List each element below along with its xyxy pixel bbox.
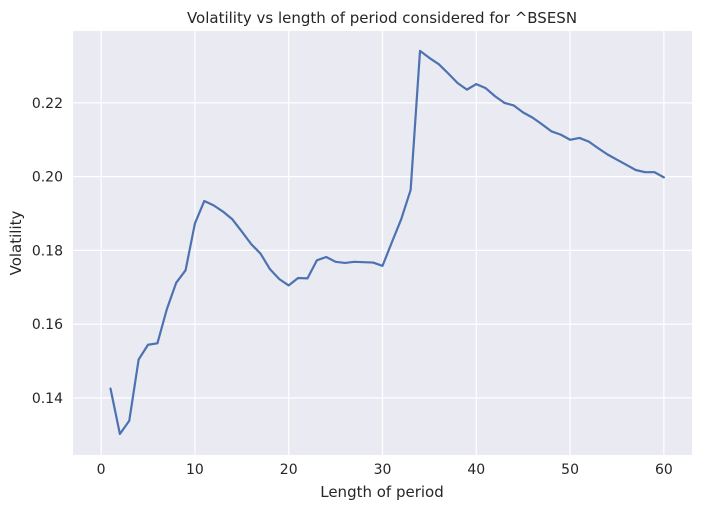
y-tick-labels: 0.14 0.16 0.18 0.20 0.22 — [32, 96, 63, 407]
x-tick-label: 50 — [561, 462, 579, 478]
x-tick-label: 20 — [280, 462, 298, 478]
y-tick-label: 0.14 — [32, 391, 63, 407]
y-axis-label: Volatility — [7, 210, 25, 275]
x-tick-label: 10 — [186, 462, 204, 478]
x-tick-labels: 0 10 20 30 40 50 60 — [97, 462, 673, 478]
x-tick-label: 0 — [97, 462, 106, 478]
x-axis-label: Length of period — [320, 483, 444, 501]
volatility-series-line — [109, 49, 665, 436]
y-tick-label: 0.18 — [32, 243, 63, 259]
grid-lines — [73, 31, 692, 455]
chart-title: Volatility vs length of period considere… — [187, 9, 577, 27]
x-tick-label: 40 — [467, 462, 485, 478]
y-tick-label: 0.16 — [32, 317, 63, 333]
x-tick-label: 60 — [655, 462, 673, 478]
x-tick-label: 30 — [374, 462, 392, 478]
y-tick-label: 0.20 — [32, 170, 63, 186]
y-tick-label: 0.22 — [32, 96, 63, 112]
